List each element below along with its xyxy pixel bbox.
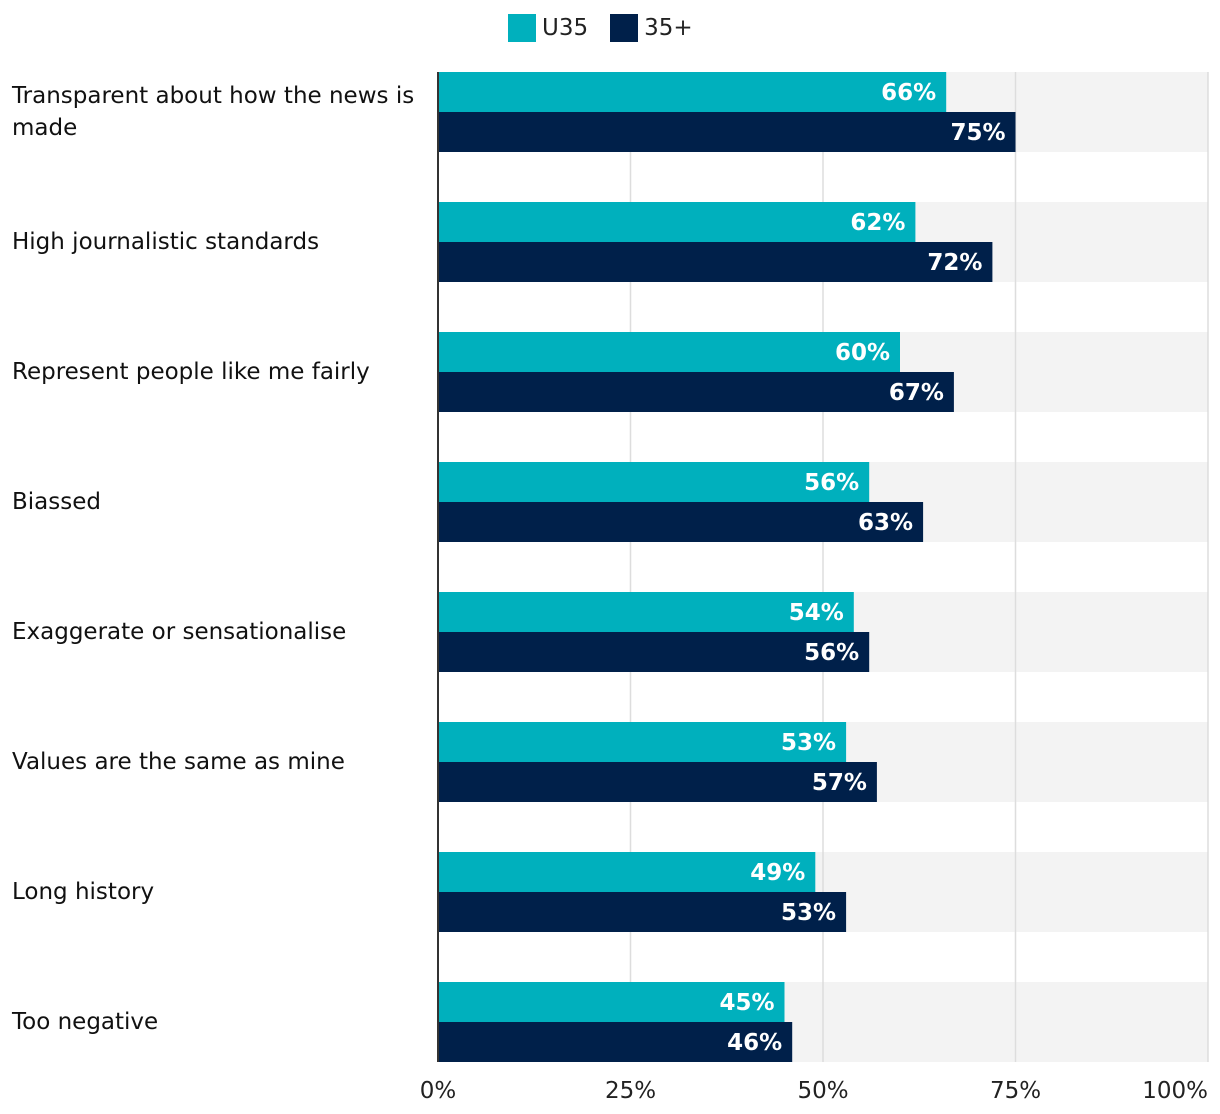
legend-item-35plus[interactable]: 35+ (610, 14, 693, 42)
category-label: Biassed (12, 489, 101, 515)
category-label: Exaggerate or sensationalise (12, 619, 347, 645)
data-label: 60% (835, 340, 890, 366)
data-label: 67% (889, 380, 944, 406)
bar (438, 762, 877, 802)
category-label: Transparent about how the news is made (12, 83, 415, 141)
category-label: Represent people like me fairly (12, 359, 370, 385)
bar (438, 892, 847, 932)
bar (438, 852, 816, 892)
x-tick-label: 25% (605, 1078, 656, 1104)
data-label: 49% (750, 860, 805, 886)
data-label: 54% (789, 600, 844, 626)
data-label: 63% (858, 510, 913, 536)
category-label: Values are the same as mine (12, 749, 345, 775)
category-label: High journalistic standards (12, 229, 320, 255)
data-label: 57% (812, 770, 867, 796)
x-tick-label: 50% (797, 1078, 848, 1104)
legend-swatch-35plus (610, 14, 639, 42)
category-label: Too negative (12, 1009, 159, 1035)
legend: U35 35+ (508, 14, 715, 42)
bar (438, 462, 870, 502)
data-label: 56% (804, 470, 859, 496)
bar (438, 722, 847, 762)
x-tick-label: 100% (1142, 1078, 1208, 1104)
data-label: 72% (927, 250, 982, 276)
bar (438, 502, 924, 542)
bar (438, 242, 993, 282)
legend-label-u35: U35 (542, 15, 589, 41)
data-label: 53% (781, 900, 836, 926)
data-label: 53% (781, 730, 836, 756)
bar (438, 112, 1016, 152)
data-label: 56% (804, 640, 859, 666)
legend-item-u35[interactable]: U35 (508, 14, 588, 42)
category-label: Long history (12, 879, 155, 905)
data-label: 46% (727, 1030, 782, 1056)
data-label: 62% (850, 210, 905, 236)
legend-label-35plus: 35+ (644, 15, 693, 41)
x-tick-label: 0% (420, 1078, 457, 1104)
bar (438, 332, 900, 372)
bar (438, 72, 947, 112)
x-tick-label: 75% (990, 1078, 1041, 1104)
legend-swatch-u35 (508, 14, 536, 42)
data-label: 66% (881, 80, 936, 106)
bar (438, 202, 916, 242)
bar (438, 592, 854, 632)
data-label: 75% (950, 120, 1005, 146)
bar (438, 982, 785, 1022)
bar (438, 1022, 793, 1062)
data-label: 45% (719, 990, 774, 1016)
bar (438, 632, 870, 672)
bar (438, 372, 954, 412)
